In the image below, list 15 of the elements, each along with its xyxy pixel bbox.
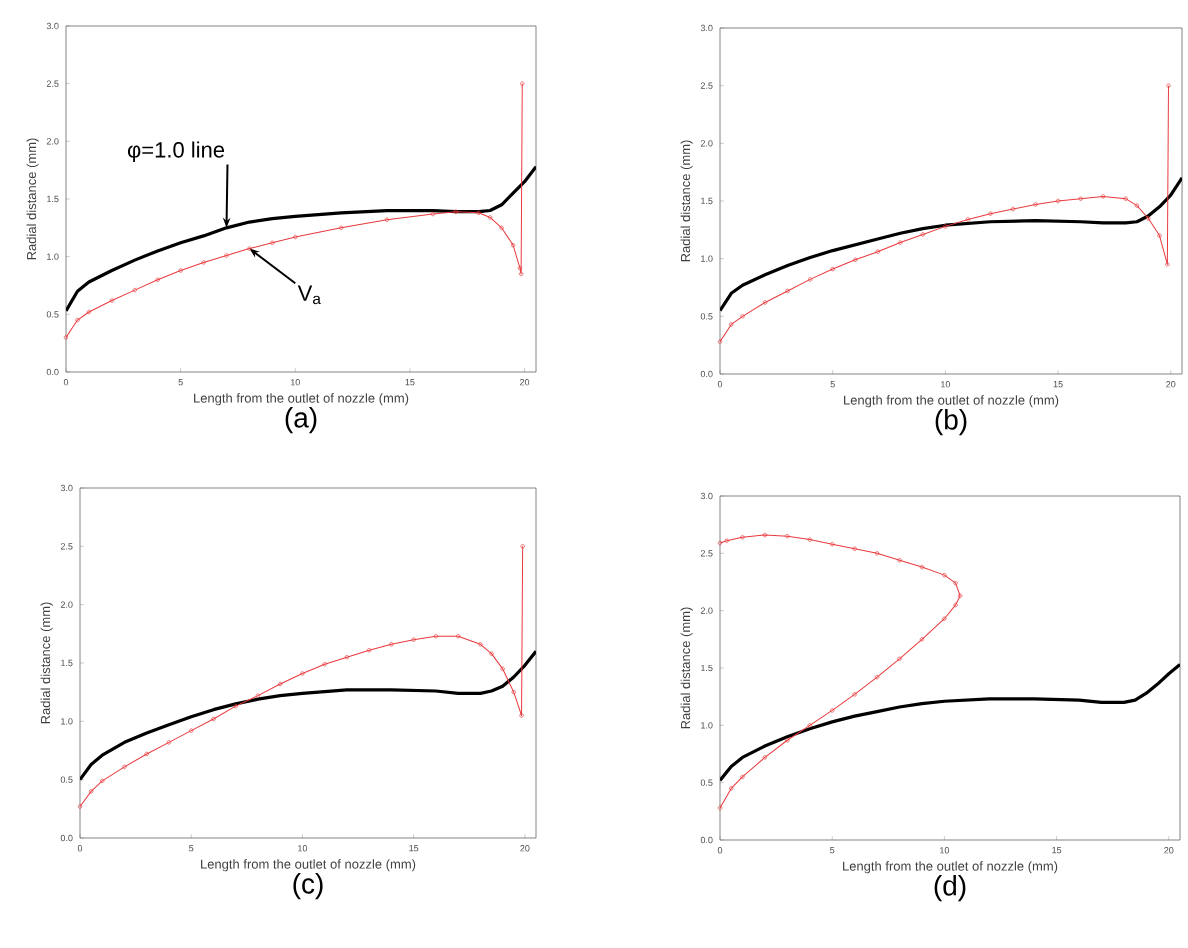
- text: (c): [293, 873, 323, 900]
- point: [518, 271, 524, 277]
- point: [86, 309, 92, 315]
- line-series: [720, 662, 1181, 782]
- point: [1055, 198, 1061, 204]
- text: (a): [285, 407, 317, 434]
- point: [1010, 206, 1016, 212]
- text: (d): [934, 875, 966, 902]
- point: [919, 564, 925, 570]
- point: [510, 242, 516, 248]
- text: (b): [935, 409, 967, 436]
- point: [762, 532, 768, 538]
- annotation: V$_{a}$: [297, 285, 321, 305]
- annotation: φ=1.0 line: [127, 141, 225, 162]
- line-series: [80, 649, 536, 782]
